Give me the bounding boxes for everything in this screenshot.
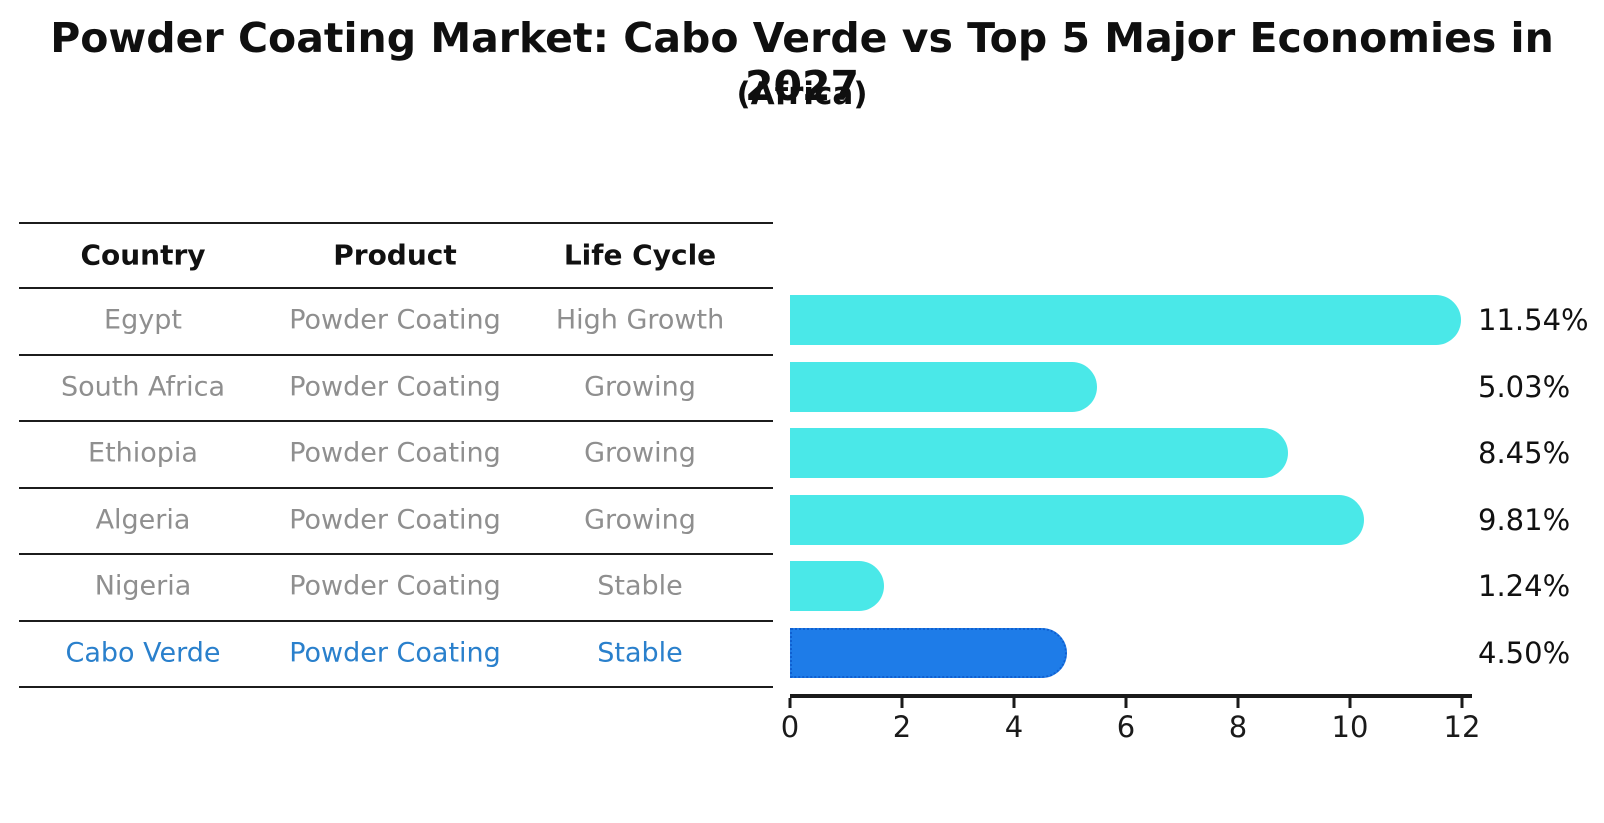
table-cell-product: Powder Coating xyxy=(289,371,501,403)
table-cell-product: Powder Coating xyxy=(289,437,501,469)
table-cell-product: Powder Coating xyxy=(289,504,501,536)
x-axis-tick-label: 10 xyxy=(1331,710,1369,744)
chart-title: Powder Coating Market: Cabo Verde vs Top… xyxy=(50,14,1554,110)
table-cell-life-cycle-highlighted: Stable xyxy=(597,637,683,669)
table-cell-country: Egypt xyxy=(104,304,182,336)
x-axis-tick xyxy=(1460,698,1464,708)
bar-nigeria xyxy=(790,561,885,611)
row-rule xyxy=(19,553,773,555)
row-rule xyxy=(19,620,773,622)
bar-ethiopia xyxy=(790,428,1289,478)
bar-value-label: 5.03% xyxy=(1478,370,1571,404)
table-cell-country-highlighted: Cabo Verde xyxy=(65,637,221,669)
x-axis-tick-label: 6 xyxy=(1116,710,1136,744)
bar-value-label: 8.45% xyxy=(1478,436,1571,470)
row-rule xyxy=(19,354,773,356)
table-cell-country: Algeria xyxy=(95,504,191,536)
x-axis-tick xyxy=(1348,698,1352,708)
bar-value-label: 4.50% xyxy=(1478,636,1571,670)
table-bottom-rule xyxy=(19,686,773,688)
table-cell-country: South Africa xyxy=(60,371,226,403)
table-top-rule xyxy=(19,222,773,224)
column-header-country: Country xyxy=(80,238,206,272)
column-header-product: Product xyxy=(333,238,457,272)
x-axis-tick xyxy=(900,698,904,708)
x-axis-tick xyxy=(1236,698,1240,708)
table-cell-life-cycle: Growing xyxy=(584,437,696,469)
x-axis-tick xyxy=(1124,698,1128,708)
x-axis-tick-label: 0 xyxy=(780,710,800,744)
bar-value-label: 1.24% xyxy=(1478,569,1571,603)
bar-cabo-verde-highlighted xyxy=(790,628,1067,678)
row-rule xyxy=(19,487,773,489)
table-cell-product-highlighted: Powder Coating xyxy=(289,637,501,669)
chart-subtitle: (Africa) xyxy=(736,76,868,112)
bar-egypt xyxy=(790,295,1462,345)
bar-value-label: 9.81% xyxy=(1478,503,1571,537)
bar-algeria xyxy=(790,495,1365,545)
x-axis-tick xyxy=(788,698,792,708)
table-cell-country: Nigeria xyxy=(94,570,192,602)
table-cell-life-cycle: Growing xyxy=(584,504,696,536)
table-cell-life-cycle: High Growth xyxy=(555,304,725,336)
x-axis-tick-label: 8 xyxy=(1228,710,1248,744)
table-cell-product: Powder Coating xyxy=(289,570,501,602)
row-rule xyxy=(19,420,773,422)
bar-south-africa xyxy=(790,362,1097,412)
column-header-life-cycle: Life Cycle xyxy=(563,238,717,272)
x-axis-tick xyxy=(1012,698,1016,708)
table-cell-life-cycle: Stable xyxy=(597,570,683,602)
table-cell-country: Ethiopia xyxy=(88,437,198,469)
x-axis-tick-label: 4 xyxy=(1004,710,1024,744)
x-axis-line xyxy=(790,694,1472,698)
table-header-rule xyxy=(19,287,773,289)
x-axis-tick-label: 2 xyxy=(892,710,912,744)
table-cell-product: Powder Coating xyxy=(289,304,501,336)
table-cell-life-cycle: Growing xyxy=(584,371,696,403)
x-axis-tick-label: 12 xyxy=(1443,710,1481,744)
bar-value-label: 11.54% xyxy=(1478,303,1589,337)
